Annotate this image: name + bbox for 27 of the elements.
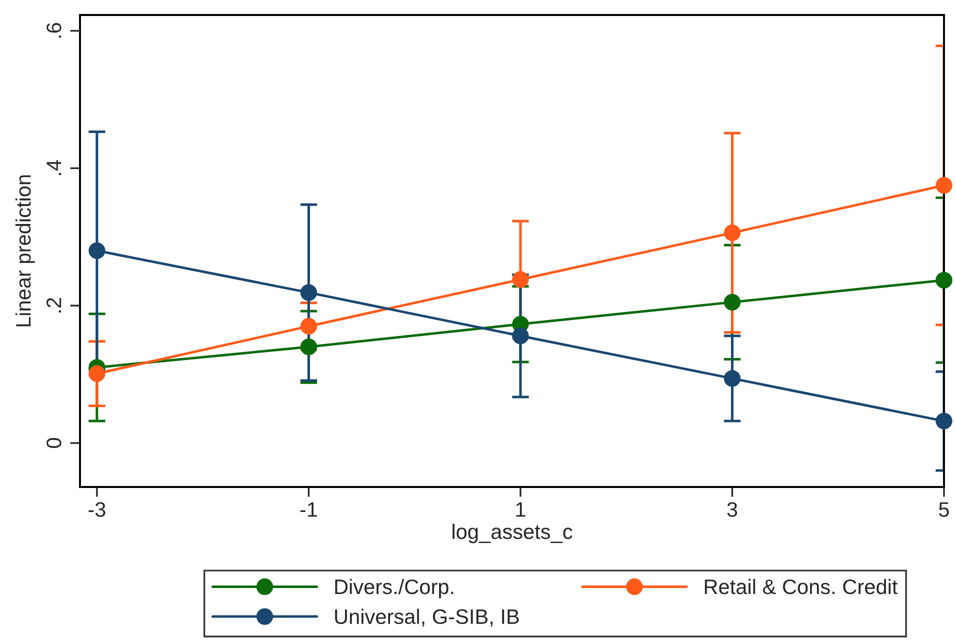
point [300, 284, 318, 301]
x-tick-label: 3 [727, 502, 738, 517]
legend-label: Universal, G-SIB, IB [335, 608, 519, 627]
y-tick-label: .4 [46, 160, 62, 175]
y-tick-label: 0 [46, 438, 62, 448]
y-axis-title: Linear prediction [15, 175, 35, 326]
x-tick-label: -1 [300, 502, 317, 517]
x-tick-label: 5 [939, 502, 949, 517]
legend-label: Divers./Corp. [335, 578, 454, 598]
y-tick-label: .6 [46, 23, 62, 38]
point [512, 271, 529, 288]
point [512, 328, 529, 344]
point [300, 318, 318, 335]
point [724, 294, 741, 311]
point [724, 370, 741, 387]
x-tick-label: -3 [88, 502, 106, 517]
legend-label: Retail & Cons. Credit [704, 578, 898, 594]
x-tick-label: 1 [516, 502, 526, 517]
x-axis-title: log_assets_c [452, 524, 572, 544]
y-tick-label: .2 [46, 298, 62, 312]
point [724, 224, 741, 242]
point [936, 177, 952, 194]
point [300, 338, 318, 356]
point [88, 242, 106, 259]
point [88, 365, 106, 382]
point [936, 272, 952, 289]
point [936, 412, 952, 430]
